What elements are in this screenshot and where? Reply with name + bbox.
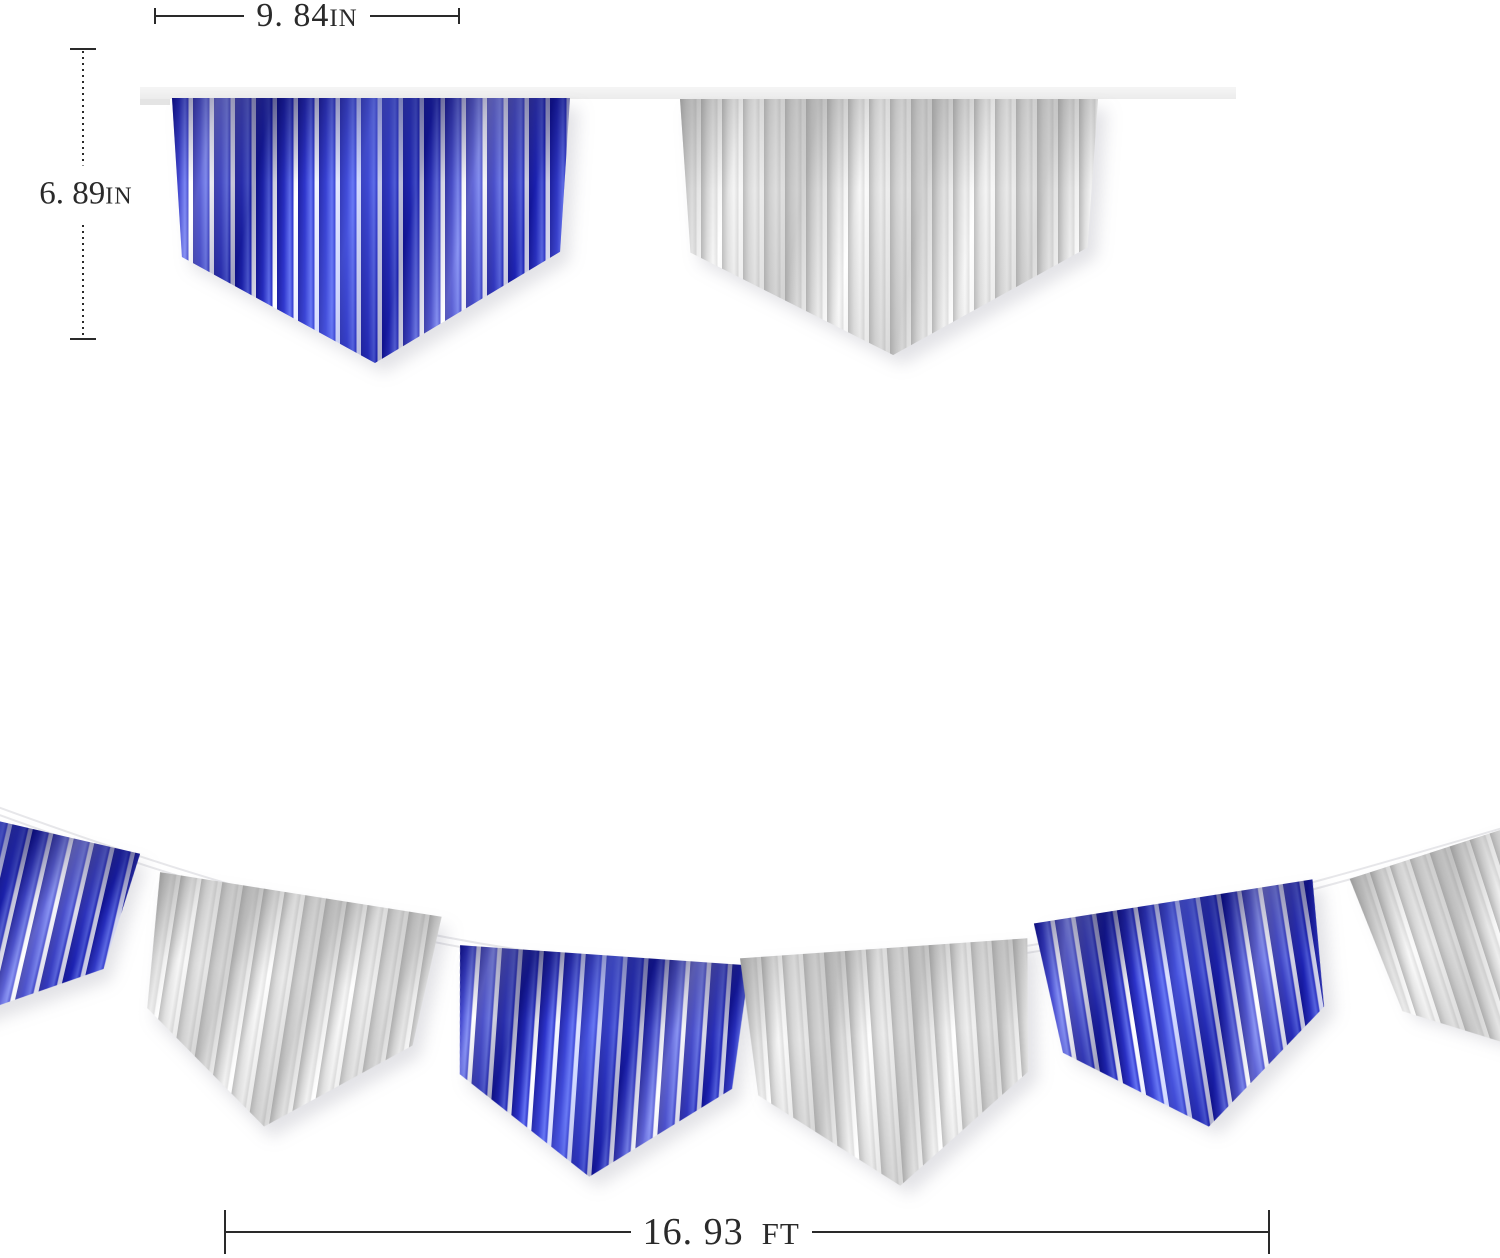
fringe-pennant xyxy=(740,938,1044,1196)
height-unit: IN xyxy=(105,183,133,210)
width-dimension: 9. 84 IN xyxy=(154,0,461,33)
top-pennant-silver xyxy=(680,99,1098,355)
garland-pennant-2 xyxy=(123,872,441,1149)
dimension-line-segment xyxy=(226,1231,631,1233)
garland-pennant-1 xyxy=(0,782,140,1063)
top-pennant-blue xyxy=(172,98,570,363)
dimension-line-segment xyxy=(369,15,459,17)
fringe-pennant xyxy=(680,99,1098,355)
dimension-tick-left xyxy=(154,8,156,24)
fringe-pennant xyxy=(0,782,140,1063)
banner-rail xyxy=(140,87,1236,105)
dimension-tick-left xyxy=(224,1210,226,1254)
height-value: 6. 89 xyxy=(39,175,106,212)
fringe-pennant xyxy=(123,872,441,1149)
fringe-pennant xyxy=(1350,783,1500,1112)
fringe-pennant xyxy=(445,945,750,1187)
garland-pennant-4 xyxy=(740,938,1044,1196)
height-dimension-label: 6. 89 IN xyxy=(37,165,135,223)
dimension-tick-right xyxy=(1268,1210,1270,1254)
garland-pennant-6 xyxy=(1350,783,1500,1112)
length-value: 16. 93 xyxy=(642,1211,744,1253)
dimension-line-segment xyxy=(811,1231,1268,1233)
width-value: 9. 84 xyxy=(256,0,330,34)
length-dimension-label: 16. 93 FT xyxy=(631,1213,812,1251)
width-unit: IN xyxy=(329,5,358,32)
height-dimension: 6. 89 IN xyxy=(37,48,135,340)
fringe-pennant xyxy=(172,98,570,363)
fringe-pennant xyxy=(1034,879,1348,1148)
garland-pennant-5 xyxy=(1034,879,1348,1148)
garland-pennant-3 xyxy=(445,945,750,1187)
width-dimension-label: 9. 84 IN xyxy=(244,0,369,33)
dimension-tick-bottom xyxy=(70,338,96,340)
dimension-tick-right xyxy=(458,8,461,24)
length-unit: FT xyxy=(761,1216,800,1251)
dimension-line-segment xyxy=(156,15,245,17)
length-dimension: 16. 93 FT xyxy=(224,1210,1270,1254)
dimension-tick-top xyxy=(70,48,96,50)
